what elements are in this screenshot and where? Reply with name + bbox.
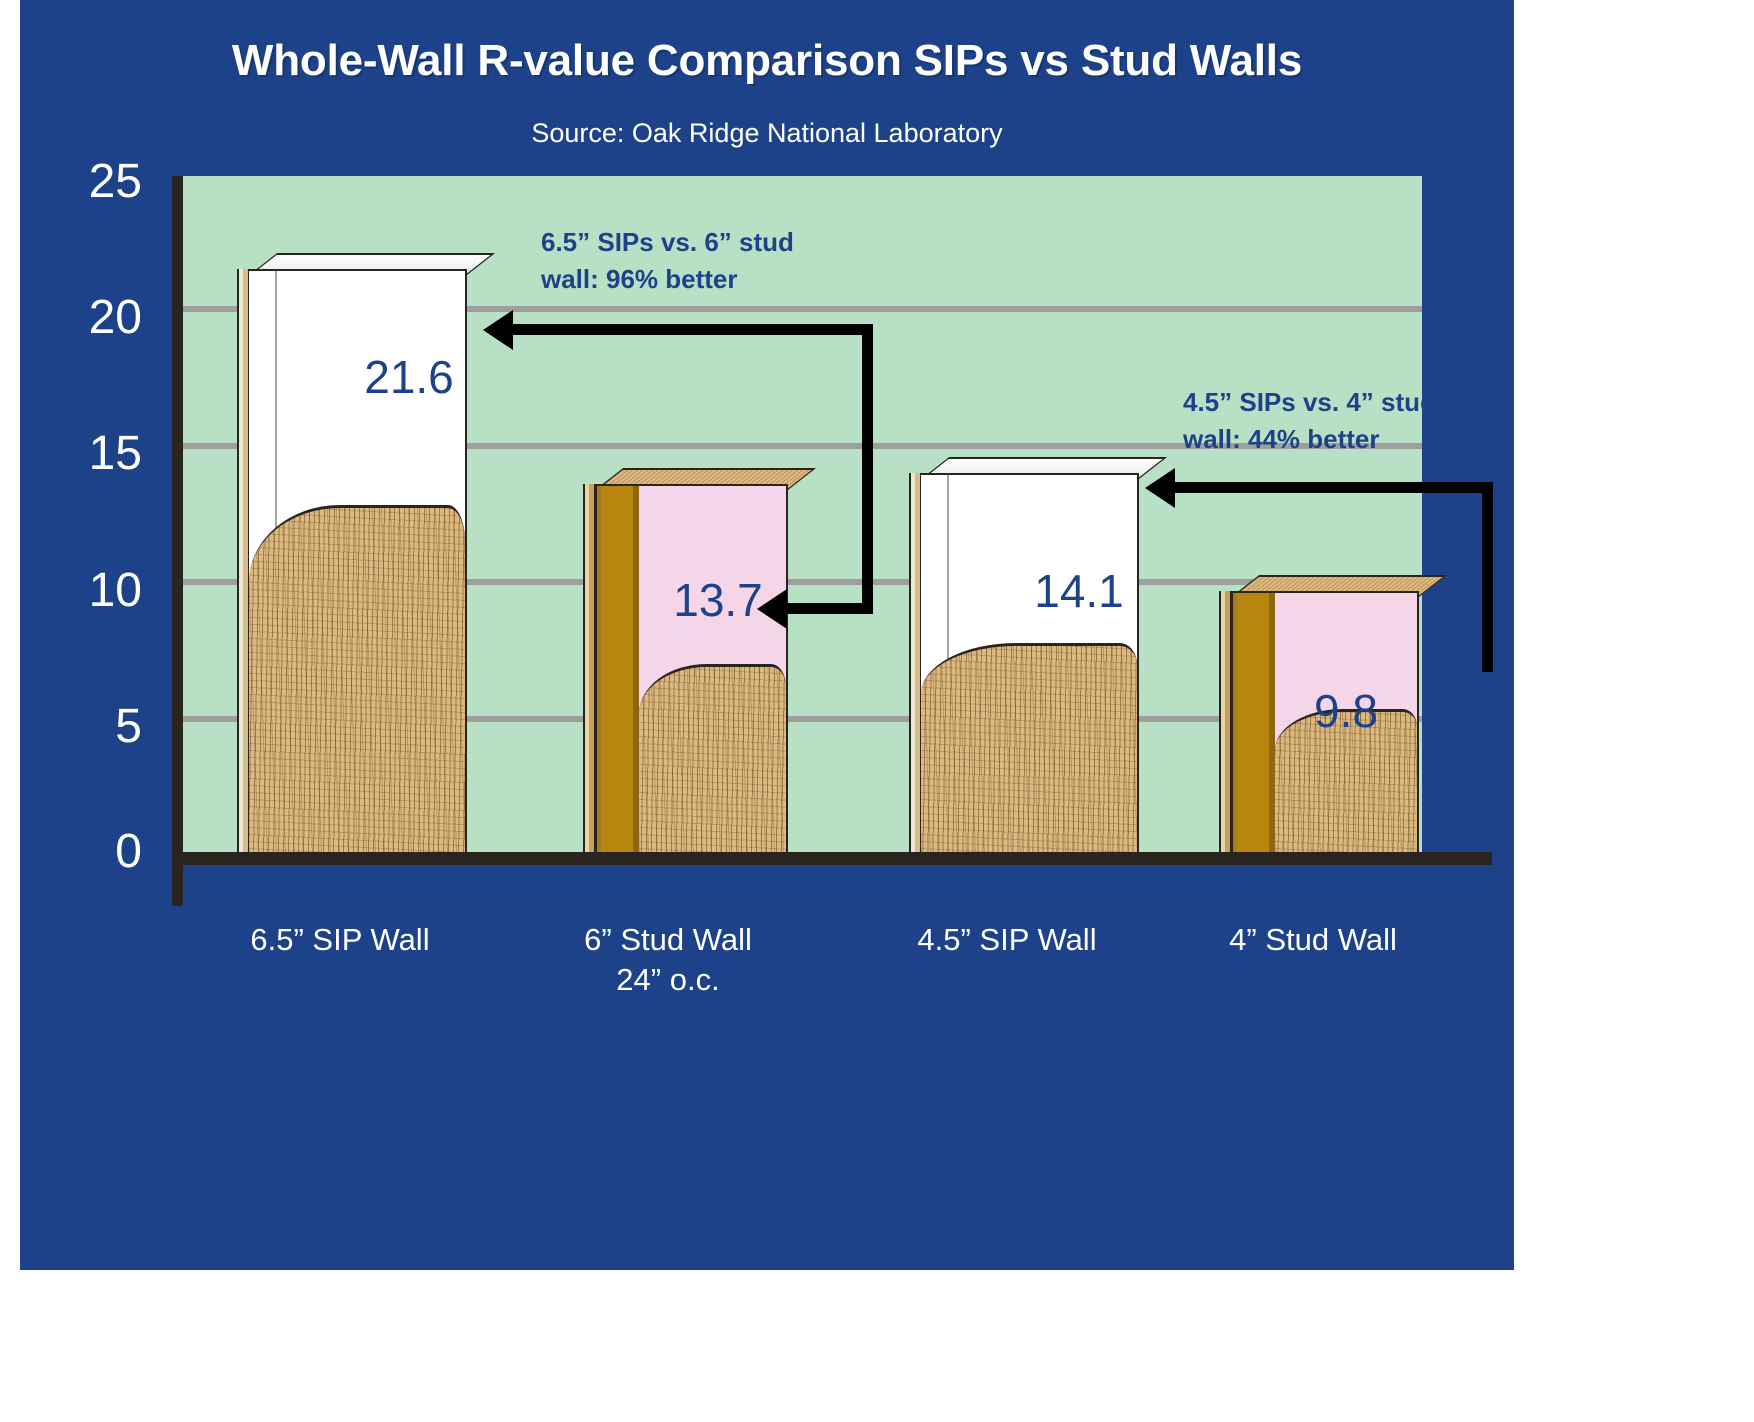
osb-sheathing-reveal [249, 504, 465, 856]
arrow-head-left-lower [757, 589, 787, 629]
gridline-10 [183, 579, 1422, 586]
osb-sheathing-reveal [921, 642, 1137, 856]
y-tick-10: 10 [88, 564, 142, 617]
bar-stud-4[interactable] [1219, 574, 1448, 858]
insulation-batt-face [639, 484, 788, 858]
x-label-stud-4: 4” Stud Wall [1148, 920, 1478, 960]
arrow-head-down [1467, 667, 1507, 707]
chart-title: Whole-Wall R-value Comparison SIPs vs St… [231, 36, 1303, 85]
arrow-horizontal-segment-2 [783, 603, 873, 614]
annotation-96-better: 6.5” SIPs vs. 6” stud wall: 96% better [541, 224, 871, 298]
bar-sip-4-5[interactable] [909, 457, 1168, 858]
sip-face-panel [921, 473, 1139, 858]
value-label-sip-4-5: 14.1 [1034, 565, 1124, 617]
arrow-head-left [1145, 468, 1175, 508]
annotation-44-better: 4.5” SIPs vs. 4” stud wall: 44% better [1183, 384, 1523, 458]
bar-stud-6[interactable] [583, 468, 817, 858]
annotation-44-line1: 4.5” SIPs vs. 4” stud [1183, 387, 1436, 417]
sip-edge-panel [909, 473, 922, 858]
y-tick-20: 20 [88, 291, 142, 344]
y-axis-stub [172, 852, 183, 906]
value-label-sip-6-5: 21.6 [364, 351, 454, 403]
osb-sheathing-reveal [639, 663, 786, 856]
x-label-sip-4-5: 4.5” SIP Wall [842, 920, 1172, 960]
arrow-vertical-segment [862, 324, 873, 614]
annotation-96-arrow [483, 310, 873, 629]
annotation-44-arrow [1145, 468, 1493, 672]
insulation-batt-face [1275, 590, 1419, 858]
stud-edge-panel [1219, 590, 1232, 858]
y-tick-25: 25 [88, 155, 142, 208]
x-label-line-2: 24” o.c. [616, 961, 720, 997]
x-label-stud-6: 6” Stud Wall 24” o.c. [498, 920, 838, 999]
value-label-stud-6: 13.7 [673, 574, 763, 626]
annotation-96-line2: wall: 96% better [541, 263, 738, 294]
arrow-vertical-segment [1482, 482, 1493, 672]
gridline-15 [183, 442, 1422, 449]
sip-face-panel [249, 268, 467, 858]
value-label-stud-4: 9.8 [1314, 685, 1378, 737]
x-label-line: 6.5” SIP Wall [250, 922, 430, 957]
y-tick-15: 15 [88, 427, 142, 480]
plot-area: 21.6 13.7 14.1 [172, 176, 1493, 858]
chart-canvas: Whole-Wall R-value Comparison SIPs vs St… [20, 0, 1514, 1270]
arrow-horizontal-segment [1171, 482, 1493, 493]
y-tick-5: 5 [115, 700, 142, 753]
x-label-line: 4” Stud Wall [1229, 922, 1397, 957]
x-axis-line [172, 852, 1492, 865]
x-label-line: 4.5” SIP Wall [917, 922, 1097, 957]
bar-sip-6-5[interactable] [237, 252, 496, 858]
chart-subtitle: Source: Oak Ridge National Laboratory [531, 118, 1003, 148]
x-label-line: 6” Stud Wall [584, 922, 752, 957]
y-tick-0: 0 [115, 825, 142, 878]
arrow-horizontal-segment [509, 324, 873, 335]
annotation-96-line1: 6.5” SIPs vs. 6” stud [541, 227, 794, 257]
stud-edge-panel [583, 484, 596, 858]
annotation-44-line2: wall: 44% better [1183, 423, 1380, 454]
arrow-head-left [483, 310, 513, 350]
x-label-sip-6-5: 6.5” SIP Wall [170, 920, 510, 960]
sip-edge-panel [237, 268, 250, 858]
osb-sheathing-reveal [1275, 708, 1417, 856]
gridline-20 [183, 306, 1422, 313]
gridline-5 [183, 715, 1422, 722]
